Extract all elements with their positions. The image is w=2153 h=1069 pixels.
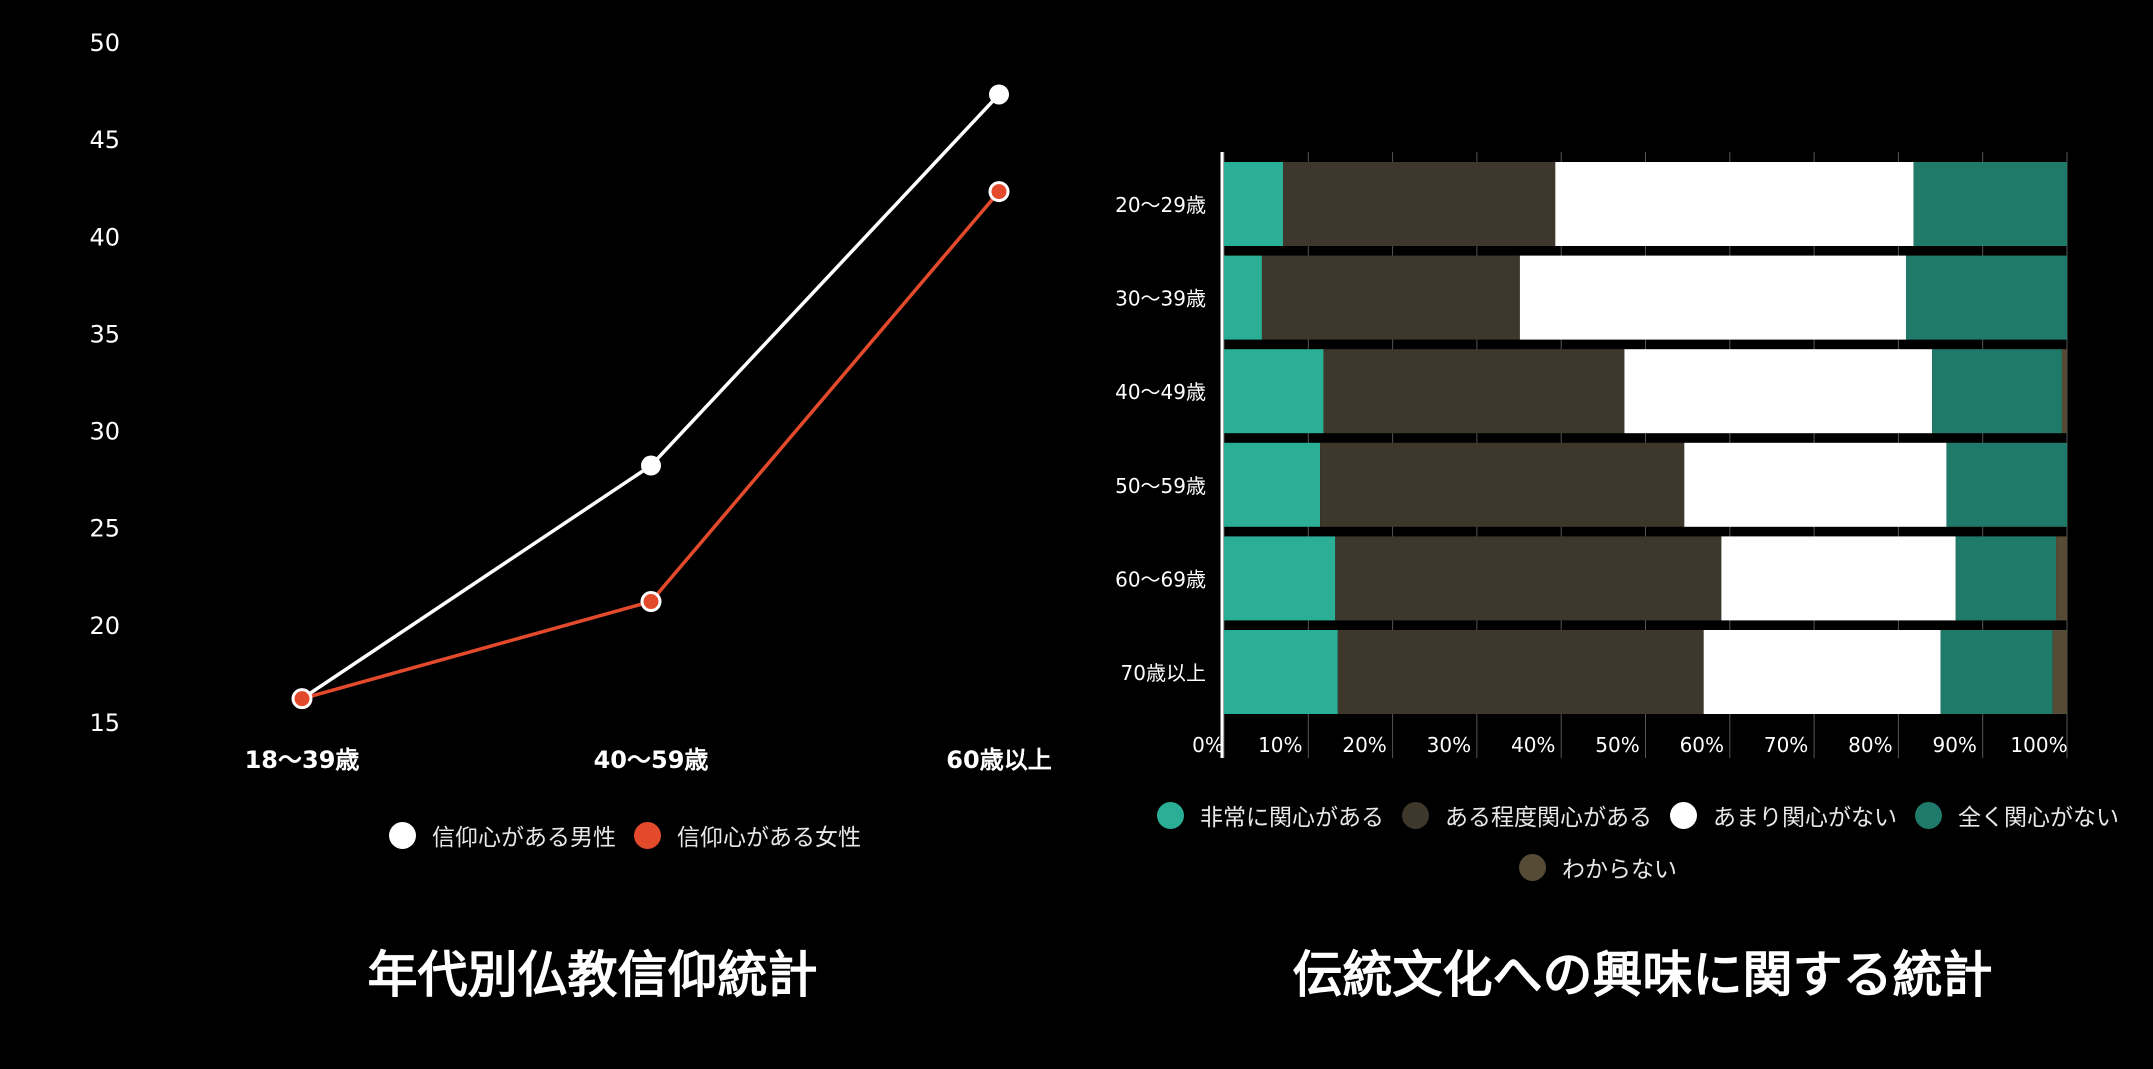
- bar-segment-very: [1224, 255, 1262, 340]
- legend-swatch-female: [634, 821, 661, 849]
- bar-segment-little: [1519, 255, 1906, 340]
- right-chart-title: 伝統文化への興味に関する統計: [1292, 946, 1993, 1004]
- bar-chart-legend-row-1: 非常に関心がある ある程度関心がある あまり関心がない 全く関心がない: [1157, 798, 2137, 832]
- series-line-female: [301, 190, 1001, 701]
- data-point-male: [641, 455, 661, 476]
- bar-segment-very: [1224, 442, 1321, 527]
- legend-label-male: 信仰心がある男性: [432, 825, 616, 851]
- y-tick-label: 45: [89, 126, 120, 154]
- bar-segment-unknown: [2052, 630, 2067, 714]
- data-point-female: [640, 591, 662, 613]
- y-tick-label: 30: [89, 418, 120, 446]
- bar-segment-very: [1224, 536, 1336, 621]
- legend-label-none: 全く関心がない: [1958, 805, 2119, 831]
- bar-segment-little: [1555, 162, 1914, 246]
- bar-segment-none: [1955, 536, 2057, 621]
- bar-segment-none: [1940, 630, 2053, 714]
- legend-label-female: 信仰心がある女性: [677, 825, 861, 851]
- y-tick-label: 50: [89, 29, 120, 57]
- bar-segment-some: [1320, 442, 1685, 527]
- y-tick-label: 35: [89, 320, 120, 348]
- x-tick-label: 90%: [1932, 733, 1976, 757]
- bar-segment-none: [1905, 255, 2067, 340]
- legend-item-male: 信仰心がある男性: [389, 818, 616, 852]
- legend-item-none: 全く関心がない: [1915, 798, 2119, 832]
- x-tick-label: 20%: [1342, 733, 1386, 757]
- bar-segment-some: [1283, 162, 1556, 246]
- bar-segment-little: [1703, 630, 1941, 714]
- x-tick-label: 100%: [2010, 733, 2067, 757]
- legend-swatch-unknown: [1519, 853, 1546, 881]
- y-category-label: 30〜39歳: [1115, 287, 1206, 311]
- bar-segment-none: [1913, 162, 2067, 246]
- legend-swatch-little: [1670, 801, 1697, 829]
- bar-segment-none: [1932, 349, 2062, 434]
- x-tick-label: 18〜39歳: [245, 746, 360, 774]
- bar-segment-some: [1337, 630, 1704, 714]
- legend-item-very: 非常に関心がある: [1157, 798, 1384, 832]
- x-tick-label: 70%: [1764, 733, 1808, 757]
- legend-swatch-none: [1915, 801, 1942, 829]
- bar-segment-unknown: [2061, 349, 2067, 434]
- x-tick-label: 60歳以上: [946, 746, 1051, 774]
- data-point-male: [989, 84, 1009, 105]
- data-point-female: [988, 181, 1010, 203]
- y-category-label: 40〜49歳: [1115, 380, 1206, 404]
- stacked-bar-chart: 20〜29歳 30〜39歳 40〜49歳 50〜59歳 60〜69歳 70歳以上 0% 10%…: [1115, 152, 2068, 758]
- x-tick-label: 10%: [1258, 733, 1302, 757]
- bar-segment-some: [1261, 255, 1520, 340]
- bar-chart-legend-row-2: わからない: [1519, 850, 1695, 884]
- legend-swatch-some: [1402, 801, 1429, 829]
- x-tick-label: 40%: [1511, 733, 1555, 757]
- bar-segment-little: [1624, 349, 1933, 434]
- y-tick-label: 25: [89, 515, 120, 543]
- y-category-label: 50〜59歳: [1115, 474, 1206, 498]
- y-category-label: 60〜69歳: [1115, 567, 1206, 591]
- x-tick-label: 60%: [1680, 733, 1724, 757]
- legend-item-unknown: わからない: [1519, 850, 1677, 884]
- legend-swatch-male: [389, 821, 416, 849]
- legend-swatch-very: [1157, 801, 1184, 829]
- bar-segment-very: [1224, 630, 1338, 714]
- legend-label-some: ある程度関心がある: [1445, 805, 1652, 831]
- x-tick-label: 40〜59歳: [594, 746, 709, 774]
- x-tick-label: 0%: [1192, 733, 1224, 757]
- left-chart-title: 年代別仏教信仰統計: [367, 946, 818, 1004]
- bar-segment-very: [1224, 162, 1284, 246]
- legend-item-female: 信仰心がある女性: [634, 818, 861, 852]
- legend-item-some: ある程度関心がある: [1402, 798, 1652, 832]
- data-point-female: [291, 688, 313, 710]
- line-chart: 15 20 25 30 35 40 45 50 18〜39歳 40〜59歳 60歳以上: [89, 29, 1051, 774]
- y-tick-label: 15: [89, 709, 120, 737]
- y-category-label: 20〜29歳: [1115, 193, 1206, 217]
- legend-label-very: 非常に関心がある: [1200, 805, 1384, 831]
- y-tick-label: 20: [89, 612, 120, 640]
- legend-item-little: あまり関心がない: [1670, 798, 1897, 832]
- bar-segment-unknown: [2056, 536, 2067, 621]
- x-tick-label: 80%: [1848, 733, 1892, 757]
- y-category-label: 70歳以上: [1121, 661, 1206, 685]
- bar-segment-some: [1335, 536, 1722, 621]
- x-tick-label: 30%: [1427, 733, 1471, 757]
- y-tick-label: 40: [89, 223, 120, 251]
- bar-segment-little: [1684, 442, 1947, 527]
- bar-segment-little: [1721, 536, 1956, 621]
- bar-segment-some: [1323, 349, 1625, 434]
- bar-segment-none: [1946, 442, 2067, 527]
- bar-segment-very: [1224, 349, 1324, 434]
- legend-label-little: あまり関心がない: [1713, 805, 1897, 831]
- x-tick-label: 50%: [1595, 733, 1639, 757]
- line-chart-legend: 信仰心がある男性 信仰心がある女性: [389, 818, 879, 852]
- legend-label-unknown: わからない: [1562, 857, 1677, 883]
